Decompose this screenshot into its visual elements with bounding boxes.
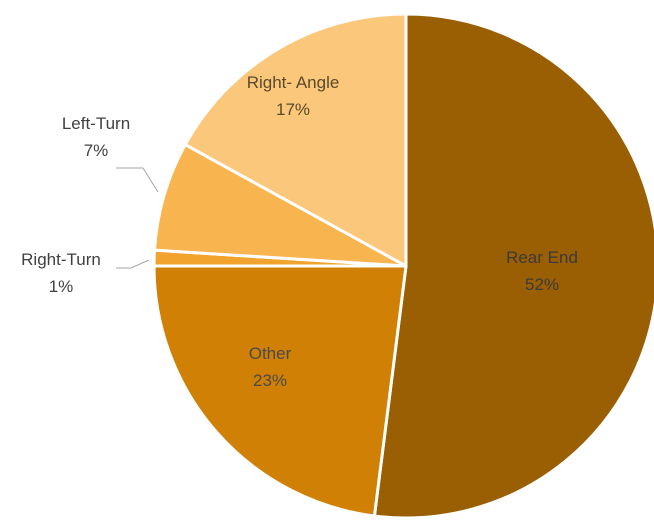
data-label-right-turn-name: Right-Turn bbox=[21, 250, 101, 269]
leader-line-left-turn bbox=[116, 167, 159, 193]
leader-lines bbox=[116, 167, 159, 269]
data-label-rear-end-name: Rear End bbox=[506, 248, 578, 267]
data-label-right-turn-percent: 1% bbox=[49, 277, 74, 296]
data-label-right-angle-name: Right- Angle bbox=[247, 73, 340, 92]
pie-slice-right-angle bbox=[183, 12, 408, 268]
data-label-other-percent: 23% bbox=[253, 371, 287, 390]
data-label-right-angle-percent: 17% bbox=[276, 100, 310, 119]
pie-slice-other bbox=[152, 264, 408, 518]
pie-slices bbox=[152, 12, 654, 520]
data-label-left-turn-name: Left-Turn bbox=[62, 114, 130, 133]
data-label-other-name: Other bbox=[249, 344, 292, 363]
data-label-rear-end-percent: 52% bbox=[525, 275, 559, 294]
data-label-left-turn-percent: 7% bbox=[84, 141, 109, 160]
leader-line-right-turn bbox=[116, 259, 150, 269]
data-labels: Rear End 52% Other 23% Right-Turn 1% Left-Turn… bbox=[21, 73, 578, 390]
pie-slice-left-turn bbox=[153, 143, 408, 268]
pie-slice-rear-end bbox=[372, 12, 654, 520]
